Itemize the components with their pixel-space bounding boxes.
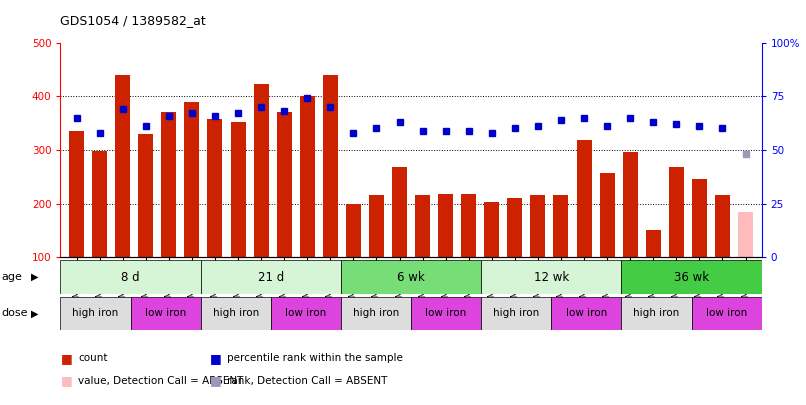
Text: low iron: low iron — [426, 309, 467, 318]
Bar — [92, 151, 107, 257]
Bar — [201, 260, 341, 294]
Text: low iron: low iron — [706, 309, 747, 318]
Text: high iron: high iron — [493, 309, 539, 318]
Bar — [323, 75, 338, 257]
Bar — [551, 297, 621, 330]
Bar — [231, 122, 246, 257]
Bar — [69, 131, 84, 257]
Bar — [201, 297, 271, 330]
Bar — [415, 195, 430, 257]
Bar — [341, 260, 481, 294]
Text: 6 wk: 6 wk — [397, 271, 425, 284]
Text: age: age — [2, 272, 23, 282]
Text: high iron: high iron — [353, 309, 399, 318]
Text: ▶: ▶ — [31, 272, 38, 282]
Text: ■: ■ — [210, 352, 222, 365]
Text: value, Detection Call = ABSENT: value, Detection Call = ABSENT — [78, 376, 243, 386]
Bar — [369, 196, 384, 257]
Text: rank, Detection Call = ABSENT: rank, Detection Call = ABSENT — [227, 376, 388, 386]
Bar — [481, 260, 621, 294]
Bar — [60, 260, 201, 294]
Bar — [411, 297, 481, 330]
Text: 36 wk: 36 wk — [674, 271, 709, 284]
Text: 8 d: 8 d — [121, 271, 140, 284]
Bar — [392, 167, 407, 257]
Bar — [554, 196, 568, 257]
Bar — [576, 140, 592, 257]
Text: low iron: low iron — [145, 309, 186, 318]
Text: ▶: ▶ — [31, 309, 38, 318]
Bar — [346, 203, 361, 257]
Bar — [600, 173, 615, 257]
Text: 21 d: 21 d — [258, 271, 284, 284]
Bar — [139, 134, 153, 257]
Bar — [341, 297, 411, 330]
Text: high iron: high iron — [634, 309, 679, 318]
Bar — [300, 96, 315, 257]
Text: high iron: high iron — [213, 309, 259, 318]
Text: high iron: high iron — [73, 309, 118, 318]
Text: count: count — [78, 354, 108, 363]
Text: low iron: low iron — [566, 309, 607, 318]
Text: GDS1054 / 1389582_at: GDS1054 / 1389582_at — [60, 14, 206, 27]
Bar — [621, 260, 762, 294]
Bar — [461, 194, 476, 257]
Bar — [738, 211, 753, 257]
Text: ■: ■ — [210, 374, 222, 387]
Bar — [621, 297, 692, 330]
Bar — [692, 179, 707, 257]
Bar — [161, 112, 177, 257]
Bar — [131, 297, 201, 330]
Bar — [646, 230, 661, 257]
Bar — [623, 152, 638, 257]
Text: ■: ■ — [60, 374, 73, 387]
Text: ■: ■ — [60, 352, 73, 365]
Bar — [669, 167, 683, 257]
Bar — [507, 198, 522, 257]
Bar — [276, 112, 292, 257]
Bar — [60, 297, 131, 330]
Bar — [692, 297, 762, 330]
Bar — [207, 119, 222, 257]
Bar — [185, 102, 199, 257]
Bar — [715, 196, 730, 257]
Text: 12 wk: 12 wk — [534, 271, 569, 284]
Text: dose: dose — [2, 309, 28, 318]
Bar — [438, 194, 453, 257]
Text: percentile rank within the sample: percentile rank within the sample — [227, 354, 403, 363]
Bar — [484, 202, 499, 257]
Bar — [254, 84, 268, 257]
Bar — [530, 196, 546, 257]
Text: low iron: low iron — [285, 309, 326, 318]
Bar — [115, 75, 131, 257]
Bar — [271, 297, 341, 330]
Bar — [481, 297, 551, 330]
